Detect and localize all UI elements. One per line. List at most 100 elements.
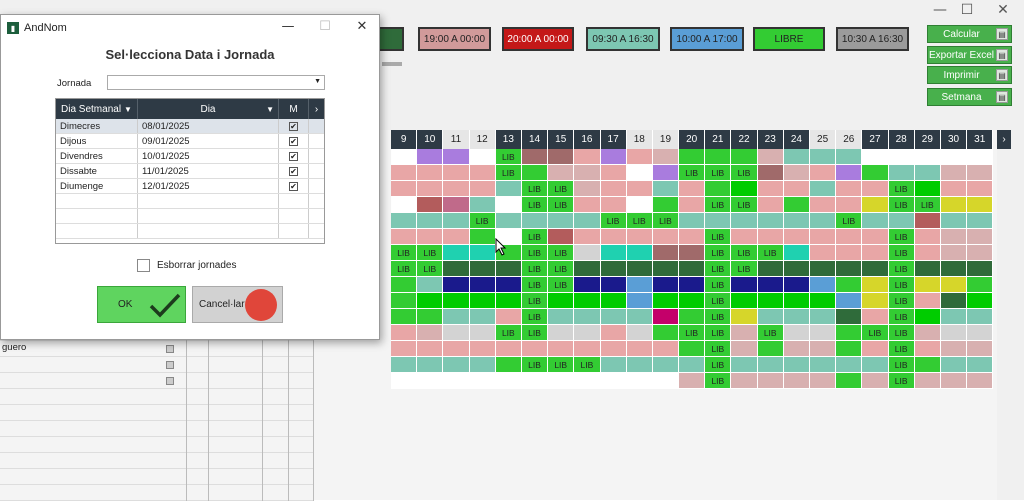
schedule-cell[interactable]: LIB (836, 213, 863, 229)
schedule-cell[interactable] (626, 373, 653, 389)
schedule-cell[interactable] (836, 229, 863, 245)
schedule-cell[interactable] (417, 277, 444, 293)
schedule-cell[interactable] (914, 293, 941, 309)
schedule-cell[interactable]: LIB (521, 197, 549, 213)
schedule-cell[interactable] (417, 341, 444, 357)
schedule-cell[interactable] (626, 197, 653, 213)
schedule-cell[interactable] (757, 373, 784, 389)
schedule-cell[interactable] (574, 197, 601, 213)
schedule-cell[interactable]: LIB (705, 165, 732, 181)
schedule-cell[interactable] (521, 213, 549, 229)
schedule-cell[interactable] (391, 277, 418, 293)
schedule-cell[interactable] (810, 277, 837, 293)
schedule-cell[interactable] (731, 277, 758, 293)
day-header-cell[interactable]: 9 (391, 130, 418, 149)
schedule-cell[interactable] (443, 293, 470, 309)
schedule-cell[interactable] (783, 165, 810, 181)
schedule-cell[interactable] (810, 245, 837, 261)
schedule-cell[interactable] (810, 293, 837, 309)
schedule-cell[interactable] (731, 181, 758, 197)
schedule-cell[interactable] (548, 373, 575, 389)
schedule-cell[interactable] (757, 261, 784, 277)
schedule-cell[interactable]: LIB (417, 245, 444, 261)
schedule-cell[interactable] (705, 149, 732, 165)
schedule-cell[interactable] (888, 165, 915, 181)
schedule-cell[interactable] (940, 341, 968, 357)
schedule-cell[interactable] (731, 373, 758, 389)
employee-row[interactable] (0, 357, 314, 373)
schedule-cell[interactable] (914, 181, 941, 197)
schedule-cell[interactable] (705, 181, 732, 197)
schedule-cell[interactable]: LIB (521, 261, 549, 277)
schedule-cell[interactable]: LIB (548, 245, 575, 261)
day-header-cell[interactable]: 25 (810, 130, 837, 149)
schedule-cell[interactable] (940, 261, 968, 277)
schedule-cell[interactable] (914, 325, 941, 341)
schedule-cell[interactable]: LIB (521, 181, 549, 197)
table-scroll-right-icon[interactable]: › (314, 103, 319, 115)
schedule-cell[interactable] (469, 293, 496, 309)
schedule-cell[interactable] (548, 149, 575, 165)
schedule-cell[interactable] (521, 373, 549, 389)
schedule-cell[interactable] (652, 149, 680, 165)
exportar-excel-button[interactable]: Exportar Excel ▤ (927, 46, 1012, 64)
schedule-cell[interactable] (443, 373, 470, 389)
employee-row[interactable] (0, 485, 314, 501)
schedule-cell[interactable] (469, 325, 496, 341)
schedule-cell[interactable] (495, 213, 522, 229)
schedule-cell[interactable] (600, 293, 627, 309)
cancel-button[interactable]: Cancel·lar (192, 286, 283, 323)
schedule-cell[interactable] (967, 309, 994, 325)
schedule-cell[interactable] (914, 149, 941, 165)
schedule-cell[interactable] (469, 149, 496, 165)
row-checkbox[interactable] (166, 361, 174, 369)
schedule-cell[interactable] (391, 229, 418, 245)
schedule-cell[interactable] (783, 277, 810, 293)
schedule-cell[interactable] (417, 149, 444, 165)
schedule-cell[interactable] (967, 325, 994, 341)
schedule-cell[interactable]: LIB (705, 277, 732, 293)
schedule-cell[interactable] (783, 373, 810, 389)
schedule-cell[interactable] (417, 293, 444, 309)
schedule-cell[interactable] (417, 229, 444, 245)
schedule-cell[interactable] (757, 341, 784, 357)
schedule-cell[interactable] (940, 277, 968, 293)
schedule-cell[interactable] (417, 181, 444, 197)
schedule-cell[interactable] (783, 245, 810, 261)
schedule-cell[interactable] (495, 373, 522, 389)
table-row[interactable] (56, 224, 324, 239)
schedule-cell[interactable] (836, 309, 863, 325)
day-header-cell[interactable]: 31 (967, 130, 994, 149)
schedule-cell[interactable] (626, 245, 653, 261)
schedule-cell[interactable] (757, 309, 784, 325)
schedule-cell[interactable]: LIB (391, 245, 418, 261)
schedule-cell[interactable] (810, 229, 837, 245)
dialog-close-button[interactable]: ✕ (356, 19, 368, 34)
schedule-cell[interactable]: LIB (705, 325, 732, 341)
schedule-cell[interactable] (443, 229, 470, 245)
mark-checkbox[interactable]: ✔ (289, 181, 298, 191)
schedule-cell[interactable] (652, 373, 680, 389)
schedule-cell[interactable] (967, 373, 994, 389)
schedule-cell[interactable] (967, 229, 994, 245)
schedule-cell[interactable]: LIB (705, 229, 732, 245)
schedule-cell[interactable] (836, 373, 863, 389)
schedule-cell[interactable]: LIB (679, 325, 706, 341)
schedule-cell[interactable] (967, 165, 994, 181)
schedule-cell[interactable] (967, 181, 994, 197)
schedule-cell[interactable] (469, 245, 496, 261)
schedule-cell[interactable]: LIB (626, 213, 653, 229)
schedule-cell[interactable] (548, 165, 575, 181)
schedule-cell[interactable] (810, 213, 837, 229)
schedule-cell[interactable] (914, 229, 941, 245)
schedule-cell[interactable] (495, 341, 522, 357)
schedule-cell[interactable]: LIB (705, 309, 732, 325)
schedule-cell[interactable] (652, 165, 680, 181)
schedule-cell[interactable]: LIB (548, 181, 575, 197)
schedule-cell[interactable] (574, 261, 601, 277)
schedule-cell[interactable] (548, 293, 575, 309)
schedule-cell[interactable] (626, 341, 653, 357)
schedule-cell[interactable] (810, 357, 837, 373)
employee-row[interactable] (0, 373, 314, 389)
schedule-cell[interactable] (574, 341, 601, 357)
